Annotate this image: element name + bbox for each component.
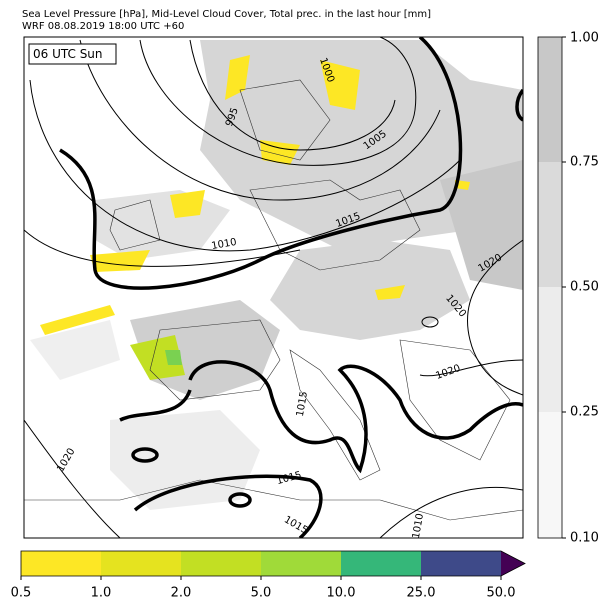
cloud-tick: 0.50 [570, 280, 599, 295]
cloud-cover [30, 40, 523, 510]
precip-colorbar: 0.5 1.0 2.0 5.0 10.0 25.0 50.0 [11, 550, 526, 601]
cloud-tick: 0.25 [570, 405, 599, 420]
precip-tick: 10.0 [327, 586, 356, 601]
precip-tick: 25.0 [407, 586, 436, 601]
contour-label: 1015 [295, 391, 310, 418]
contour-label: 1010 [411, 513, 426, 540]
time-label: 06 UTC Sun [33, 47, 103, 61]
map-frame [23, 36, 524, 539]
precip-tick: 0.5 [11, 586, 32, 601]
title: Sea Level Pressure [hPa], Mid-Level Clou… [22, 9, 431, 20]
map-area: 995 1000 1005 1010 1015 1020 1020 1020 1… [24, 37, 523, 540]
coastlines [24, 79, 523, 521]
cloud-tick: 0.75 [570, 155, 599, 170]
precip-tick: 50.0 [487, 586, 516, 601]
cloud-tick: 0.10 [570, 531, 599, 546]
precip-tick: 2.0 [171, 586, 192, 601]
cloud-colorbar: 1.00 0.75 0.50 0.25 0.10 [537, 31, 599, 546]
precip-tick: 5.0 [251, 586, 272, 601]
contour-label: 1010 [211, 237, 238, 252]
precipitation [40, 55, 470, 380]
precip-tick: 1.0 [91, 586, 112, 601]
cloud-tick: 1.00 [570, 31, 599, 46]
subtitle: WRF 08.08.2019 18:00 UTC +60 [22, 21, 184, 32]
time-box [28, 43, 117, 65]
isobars [24, 37, 523, 538]
